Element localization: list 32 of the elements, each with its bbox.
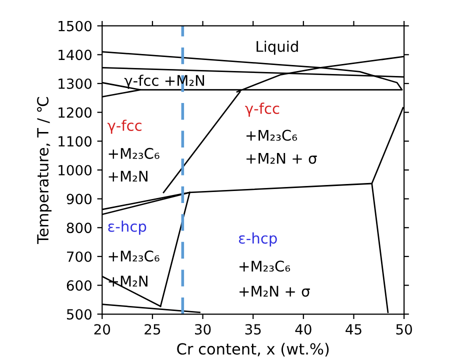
annotation: +M₂₃C₆ <box>240 260 290 272</box>
annotation: +M₂N + σ <box>246 153 317 164</box>
x-axis-title: Cr content, x (wt.%) <box>177 342 329 356</box>
annotation: γ-fcc <box>245 102 280 117</box>
x-tick-label: 35 <box>245 324 261 335</box>
x-tick-label: 50 <box>396 324 412 335</box>
y-tick-label: 1300 <box>58 78 92 89</box>
annotation: +M₂₃C₆ <box>108 148 160 159</box>
y-tick-label: 800 <box>66 222 92 234</box>
y-tick-label: 600 <box>66 280 92 291</box>
y-tick-label: 700 <box>67 251 92 262</box>
x-tick-label: 45 <box>346 324 362 335</box>
x-tick-label: 30 <box>195 324 211 335</box>
x-tick-label: 40 <box>295 324 312 335</box>
y-tick-label: 1000 <box>58 164 92 176</box>
annotation: +M₂N <box>108 170 148 182</box>
y-tick-label: 1500 <box>58 20 92 32</box>
annotation: γ-fcc <box>108 120 142 134</box>
annotation: ε-hcp <box>238 232 277 247</box>
y-tick-label: 1100 <box>58 136 92 147</box>
annotation: +M₂N + σ <box>240 286 310 297</box>
y-axis-title: Temperature, T / ℃ <box>37 97 52 244</box>
x-tick-label: 25 <box>144 324 160 335</box>
y-tick-label: 900 <box>66 194 92 204</box>
annotation: ε-hcp <box>108 220 146 235</box>
y-tick-label: 1200 <box>58 107 92 118</box>
y-tick-label: 1400 <box>58 50 92 60</box>
y-tick-label: 500 <box>66 309 92 320</box>
annotation: Liquid <box>256 40 298 55</box>
annotation: +M₂₃C₆ <box>108 250 160 262</box>
annotation: +M₂₃C₆ <box>246 130 298 141</box>
x-tick-label: 20 <box>94 324 110 335</box>
